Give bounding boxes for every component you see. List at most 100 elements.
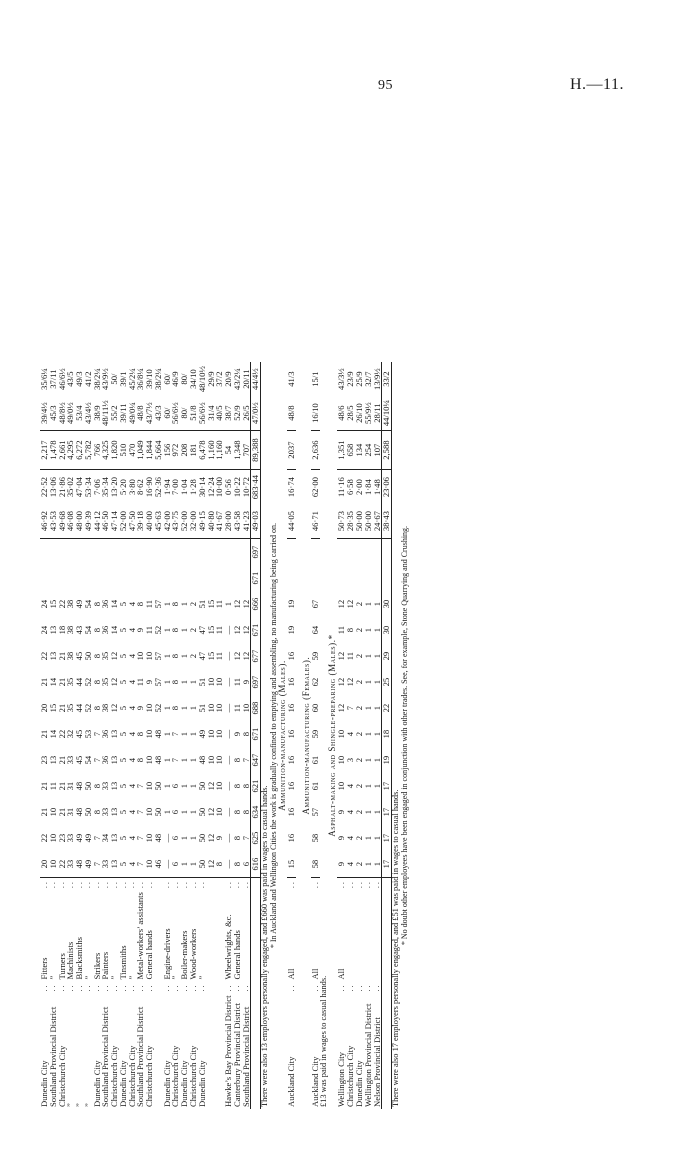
row-month-value bbox=[233, 538, 242, 565]
row-district-label: Auckland City bbox=[286, 1056, 297, 1107]
row-month-value: 22 bbox=[381, 694, 392, 721]
row-month-value: 18 bbox=[381, 720, 392, 747]
row-month-value: 61 bbox=[309, 781, 320, 790]
row-month-value bbox=[128, 565, 137, 591]
row-dots: .. bbox=[286, 983, 296, 992]
row-month-value bbox=[189, 538, 198, 565]
row-month-value bbox=[381, 538, 392, 565]
row-month-value bbox=[136, 538, 145, 565]
row-month-value bbox=[373, 565, 382, 591]
row-dots: .. bbox=[109, 879, 119, 888]
row-dots: .. bbox=[310, 879, 320, 888]
document-reference: H.—11. bbox=[570, 76, 624, 93]
row-occupation-label: Tinsmiths bbox=[117, 944, 128, 980]
row-dots: .. bbox=[57, 879, 67, 888]
row-district-label: Southland Provincial District bbox=[240, 1006, 251, 1107]
row-dots: .. bbox=[171, 879, 181, 888]
row-weeks-worked: 23·06 bbox=[381, 469, 392, 504]
row-month-value bbox=[163, 565, 172, 591]
row-month-value: 64 bbox=[309, 625, 320, 634]
row-month-value bbox=[337, 565, 346, 591]
row-dots: .. bbox=[100, 879, 110, 888]
row-month-value bbox=[136, 565, 145, 591]
footnote-text: * No doubt other employees have been eng… bbox=[399, 525, 409, 945]
row-rate-a: 47/0½ bbox=[250, 395, 261, 431]
row-month-value bbox=[346, 565, 355, 591]
row-weeks-worked: 16·74 bbox=[286, 476, 297, 497]
row-dots: .. bbox=[345, 983, 355, 992]
row-month-value: 666 bbox=[250, 590, 261, 617]
row-month-value bbox=[207, 565, 216, 591]
row-month-value: 16 bbox=[286, 755, 297, 764]
row-month-value: 16 bbox=[286, 807, 297, 816]
row-occupation-label: General hands bbox=[144, 929, 155, 980]
row-month-value bbox=[154, 538, 163, 565]
row-month-value: 61 bbox=[309, 755, 320, 764]
row-month-value: 647 bbox=[250, 746, 261, 773]
row-month-value bbox=[215, 565, 224, 591]
row-occupation-label bbox=[207, 890, 216, 981]
row-dots: .. bbox=[241, 879, 251, 888]
row-month-value: 16 bbox=[286, 781, 297, 790]
row-month-value bbox=[58, 565, 67, 591]
row-dots bbox=[215, 877, 224, 890]
row-month-value bbox=[66, 538, 75, 565]
row-month-value bbox=[58, 538, 67, 565]
row-rate-a: 16/10 bbox=[310, 395, 320, 431]
row-occupation-label: All bbox=[286, 968, 297, 980]
row-month-value bbox=[75, 538, 84, 565]
row-occupation-label bbox=[346, 890, 355, 981]
row-month-value: 16 bbox=[286, 651, 297, 660]
row-dots: .. bbox=[197, 879, 207, 888]
row-month-value bbox=[101, 538, 110, 565]
row-month-value bbox=[93, 565, 102, 591]
row-month-value: 15 bbox=[286, 850, 296, 878]
row-month-value: 67 bbox=[309, 599, 320, 608]
row-month-value bbox=[163, 538, 172, 565]
row-dots: .. bbox=[286, 879, 296, 888]
row-rate-a: 44/10¼ bbox=[381, 395, 392, 431]
row-occupation-label bbox=[355, 890, 364, 981]
row-month-value bbox=[93, 538, 102, 565]
row-dots: .. bbox=[136, 983, 146, 992]
row-month-value bbox=[180, 565, 189, 591]
row-month-value: 30 bbox=[381, 616, 392, 643]
row-dots: .. bbox=[241, 983, 251, 992]
row-month-value: 59 bbox=[309, 729, 320, 738]
row-month-value bbox=[198, 538, 207, 565]
row-month-value: 671 bbox=[250, 720, 261, 747]
row-month-value bbox=[198, 565, 207, 591]
row-month-value bbox=[40, 565, 49, 591]
row-month-value: 57 bbox=[309, 807, 320, 816]
row-dots: .. bbox=[337, 983, 347, 992]
row-dots: .. bbox=[136, 879, 146, 888]
row-occupation-label: Blacksmiths bbox=[74, 936, 85, 980]
row-month-value: 16 bbox=[286, 833, 297, 842]
row-month-value: 697 bbox=[250, 668, 261, 695]
row-district-label: Christchurch City bbox=[144, 1045, 155, 1107]
row-dots: .. bbox=[171, 983, 181, 992]
row-dots: .. bbox=[179, 983, 189, 992]
table-sheet: Dunedin City.. Fitters.. 20 22 21 21 23 21 20 21 2… bbox=[39, 49, 660, 1109]
row-month-value: 30 bbox=[381, 590, 392, 617]
row-month-value bbox=[84, 538, 93, 565]
row-month-value bbox=[215, 538, 224, 565]
row-month-value: 16 bbox=[286, 703, 297, 712]
row-average-weeks: 49·03 bbox=[250, 503, 261, 539]
row-month-value: 677 bbox=[250, 642, 261, 669]
row-month-value bbox=[180, 538, 189, 565]
row-month-value: 25 bbox=[381, 668, 392, 695]
row-weeks-worked: 62·00 bbox=[309, 476, 320, 497]
row-district-label: Nelson Provincial District bbox=[371, 1016, 382, 1107]
statistics-table: Dunedin City.. Fitters.. 20 22 21 21 23 21 20 21 2… bbox=[39, 361, 409, 1109]
row-dots bbox=[207, 877, 216, 890]
row-dots: .. bbox=[65, 879, 75, 888]
row-occupation-label: Wood-workers bbox=[188, 928, 199, 980]
row-occupation-label bbox=[373, 890, 382, 981]
row-dots: .. bbox=[372, 879, 382, 888]
row-month-value bbox=[171, 538, 180, 565]
row-month-value bbox=[119, 538, 128, 565]
row-month-value bbox=[224, 538, 233, 565]
row-month-value: 671 bbox=[250, 564, 261, 591]
row-wages-amount: 2037 bbox=[286, 430, 296, 470]
